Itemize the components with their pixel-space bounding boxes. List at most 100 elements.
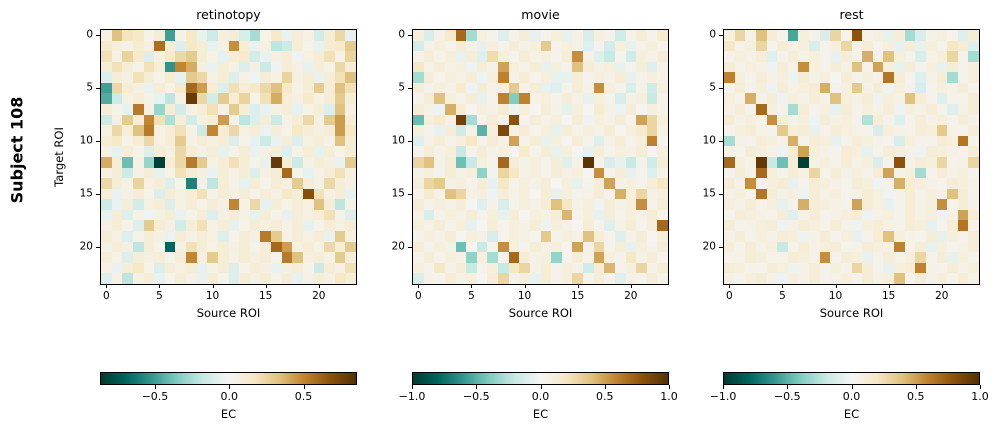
heatmap-cell	[228, 156, 240, 168]
heatmap-cell	[561, 72, 573, 83]
heatmap	[413, 30, 668, 284]
heatmap-cell	[476, 199, 488, 210]
heatmap-cell	[551, 72, 562, 83]
heatmap-cell	[734, 178, 746, 189]
heatmap-cell	[217, 209, 229, 221]
heatmap-cell	[345, 72, 356, 83]
heatmap-cell	[636, 104, 647, 115]
heatmap-cell	[745, 114, 756, 126]
heatmap-cell	[646, 252, 658, 263]
heatmap-cell	[508, 231, 520, 242]
heatmap-cell	[862, 114, 873, 126]
heatmap-cell	[540, 51, 552, 62]
heatmap-cell	[111, 104, 123, 115]
heatmap-cell	[444, 231, 456, 242]
heatmap-cell	[186, 199, 197, 210]
heatmap-cell	[444, 262, 456, 274]
x-axis-tick	[524, 284, 526, 288]
heatmap-cell	[529, 231, 541, 242]
heatmap-cell	[766, 82, 778, 94]
heatmap-cell	[551, 156, 562, 168]
heatmap-cell	[872, 252, 884, 263]
heatmap-cell	[207, 188, 218, 200]
heatmap-cell	[936, 104, 948, 115]
heatmap-cell	[851, 40, 863, 52]
heatmap-cell	[143, 262, 155, 274]
heatmap-cell	[957, 114, 969, 126]
heatmap-cell	[724, 209, 735, 221]
heatmap-cell	[302, 82, 314, 94]
heatmap-cell	[143, 273, 155, 284]
heatmap-cell	[593, 61, 605, 73]
heatmap-cell	[101, 241, 112, 253]
heatmap-cell	[111, 178, 123, 189]
heatmap-cell	[947, 146, 958, 157]
heatmap-cell	[755, 61, 767, 73]
heatmap-cell	[809, 82, 820, 94]
heatmap-cell	[798, 146, 809, 157]
heatmap-cell	[434, 72, 445, 83]
heatmap-cell	[175, 114, 186, 126]
heatmap-cell	[302, 199, 314, 210]
heatmap-cell	[249, 104, 261, 115]
heatmap-cell	[840, 146, 852, 157]
heatmap-cell	[925, 30, 937, 41]
heatmap-cell	[957, 231, 969, 242]
heatmap-cell	[508, 252, 520, 263]
heatmap-cell	[122, 125, 133, 136]
heatmap-cell	[724, 93, 735, 105]
heatmap-cell	[766, 273, 778, 284]
heatmap-cell	[862, 156, 873, 168]
heatmap-cell	[228, 30, 240, 41]
heatmap-cell	[766, 220, 778, 232]
heatmap-cell	[334, 146, 346, 157]
heatmap-cell	[444, 30, 456, 41]
heatmap-cell	[271, 104, 282, 115]
heatmap-cell	[175, 51, 186, 62]
heatmap-cell	[551, 188, 562, 200]
heatmap-cell	[519, 93, 530, 105]
heatmap-cell	[540, 262, 552, 274]
heatmap-cell	[755, 241, 767, 253]
heatmap-cell	[324, 220, 335, 232]
heatmap-cell	[154, 30, 165, 41]
y-axis-tick-label: 0	[398, 28, 405, 41]
heatmap-cell	[724, 82, 735, 94]
y-axis-tick	[408, 35, 412, 37]
heatmap-cell	[143, 241, 155, 253]
x-axis-tick	[630, 284, 632, 288]
heatmap-cell	[444, 199, 456, 210]
heatmap-cell	[724, 156, 735, 168]
heatmap-cell	[540, 220, 552, 232]
heatmap-cell	[143, 82, 155, 94]
heatmap-cell	[777, 178, 788, 189]
heatmap-cell	[840, 114, 852, 126]
x-axis-tick-label: 15	[882, 290, 896, 302]
heatmap-cell	[476, 114, 488, 126]
x-axis-tick-label: 15	[259, 290, 273, 302]
heatmap-cell	[957, 273, 969, 284]
heatmap-cell	[957, 146, 969, 157]
heatmap-cell	[593, 252, 605, 263]
heatmap-cell	[302, 252, 314, 263]
y-axis-tick-label: 10	[702, 134, 716, 147]
heatmap-cell	[862, 30, 873, 41]
heatmap-cell	[508, 93, 520, 105]
heatmap-cell	[883, 273, 894, 284]
heatmap-cell	[101, 40, 112, 52]
colorbar-tick	[540, 385, 542, 389]
heatmap-cell	[281, 40, 293, 52]
heatmap-cell	[164, 231, 176, 242]
colorbar-gradient	[723, 372, 980, 385]
heatmap-cell	[809, 30, 820, 41]
heatmap-cell	[143, 93, 155, 105]
heatmap-cell	[132, 114, 144, 126]
heatmap-cell	[561, 241, 573, 253]
heatmap-cell	[313, 220, 325, 232]
heatmap-cell	[444, 104, 456, 115]
heatmap-cell	[434, 241, 445, 253]
heatmap-cell	[196, 167, 208, 179]
heatmap-cell	[636, 61, 647, 73]
heatmap-cell	[883, 72, 894, 83]
heatmap-cell	[894, 188, 905, 200]
